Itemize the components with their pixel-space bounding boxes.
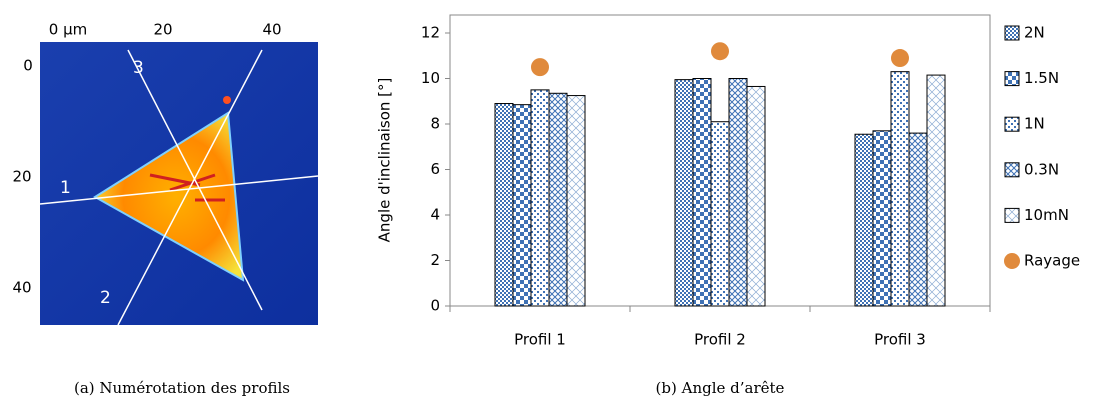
bar <box>710 121 730 307</box>
axis-label: 20 <box>153 21 172 39</box>
bar <box>494 103 514 307</box>
y-tick-label: 4 <box>430 206 440 224</box>
axis-label: 0 µm <box>49 21 87 39</box>
dot <box>711 42 729 61</box>
micrograph <box>39 42 319 326</box>
profile-line <box>117 49 263 326</box>
bar <box>890 71 910 307</box>
y-axis-title: Angle d'inclinaison [°] <box>376 78 394 243</box>
profile-label: 3 <box>133 58 144 78</box>
axis-label: 20 <box>12 168 31 186</box>
profile-line <box>39 175 319 205</box>
legend-swatch <box>1004 162 1020 178</box>
caption: (a) Numérotation des profils <box>74 379 290 397</box>
bar <box>674 79 694 307</box>
indent <box>93 111 245 282</box>
y-tick-label: 12 <box>421 24 440 42</box>
dot <box>891 49 909 68</box>
bar <box>512 104 532 307</box>
axis-label: 40 <box>12 279 31 297</box>
profile-line <box>127 49 263 311</box>
axis-label: 40 <box>262 21 281 39</box>
bar <box>926 74 946 307</box>
bar <box>566 95 586 307</box>
bar <box>728 78 748 307</box>
legend-marker <box>1004 253 1020 269</box>
caption: (b) Angle d’arête <box>656 379 785 397</box>
bar <box>854 133 874 307</box>
legend-swatch <box>1004 71 1020 87</box>
legend-label: 1.5N <box>1024 69 1059 87</box>
bar <box>746 85 766 307</box>
legend-swatch <box>1004 116 1020 132</box>
bar <box>530 89 550 307</box>
bar <box>548 92 568 307</box>
profile-label: 2 <box>100 288 111 308</box>
x-tick-label: Profil 2 <box>694 331 746 349</box>
bar <box>908 132 928 307</box>
x-tick-label: Profil 3 <box>874 331 926 349</box>
spot <box>223 96 231 104</box>
y-tick-label: 8 <box>430 115 440 133</box>
dot <box>531 58 549 77</box>
profile-label: 1 <box>60 178 71 198</box>
bar <box>872 130 892 307</box>
y-tick-label: 10 <box>421 69 440 87</box>
bar <box>692 78 712 307</box>
y-tick-label: 6 <box>430 160 440 178</box>
legend-swatch <box>1004 207 1020 223</box>
axis-label: 0 <box>23 57 33 75</box>
legend-label: 0.3N <box>1024 160 1059 178</box>
x-tick-label: Profil 1 <box>514 331 566 349</box>
legend-label: 10mN <box>1024 206 1069 224</box>
legend-swatch <box>1004 25 1020 41</box>
legend-label: 1N <box>1024 115 1045 133</box>
y-tick-label: 2 <box>430 251 440 269</box>
y-tick-label: 0 <box>430 297 440 315</box>
legend-label: Rayage <box>1024 252 1080 270</box>
legend-label: 2N <box>1024 24 1045 42</box>
